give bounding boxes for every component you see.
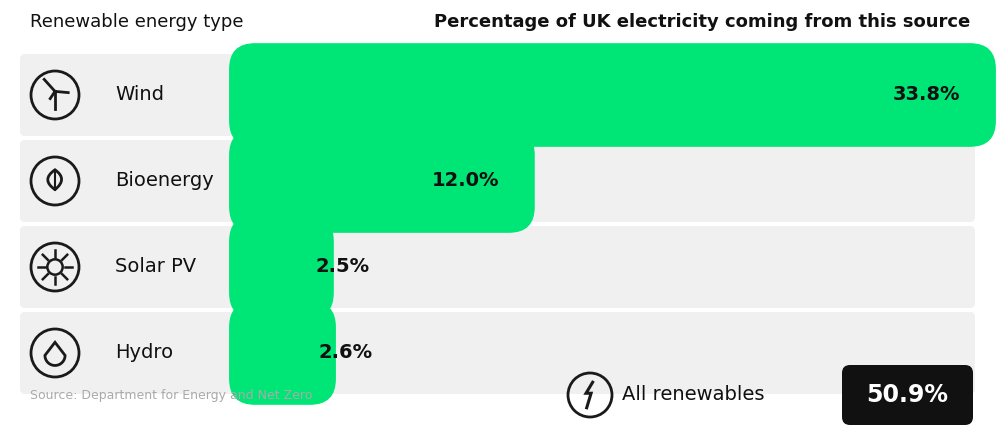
FancyBboxPatch shape bbox=[20, 54, 975, 136]
Text: Wind: Wind bbox=[115, 86, 164, 104]
Text: 50.9%: 50.9% bbox=[866, 383, 948, 407]
FancyBboxPatch shape bbox=[20, 140, 975, 222]
Text: All renewables: All renewables bbox=[622, 386, 765, 405]
FancyBboxPatch shape bbox=[229, 215, 334, 319]
Text: 33.8%: 33.8% bbox=[893, 86, 960, 104]
Text: 12.0%: 12.0% bbox=[431, 172, 499, 190]
Text: 2.5%: 2.5% bbox=[316, 258, 370, 276]
FancyBboxPatch shape bbox=[229, 43, 996, 147]
Text: Bioenergy: Bioenergy bbox=[115, 172, 214, 190]
Text: Renewable energy type: Renewable energy type bbox=[30, 13, 244, 31]
Text: Solar PV: Solar PV bbox=[115, 258, 196, 276]
FancyBboxPatch shape bbox=[20, 226, 975, 308]
FancyBboxPatch shape bbox=[842, 365, 973, 425]
Text: Source: Department for Energy and Net Zero: Source: Department for Energy and Net Ze… bbox=[30, 388, 312, 402]
Text: Percentage of UK electricity coming from this source: Percentage of UK electricity coming from… bbox=[434, 13, 970, 31]
Text: Hydro: Hydro bbox=[115, 344, 173, 362]
Text: 2.6%: 2.6% bbox=[318, 344, 372, 362]
FancyBboxPatch shape bbox=[229, 129, 535, 233]
FancyBboxPatch shape bbox=[229, 301, 336, 405]
FancyBboxPatch shape bbox=[20, 312, 975, 394]
